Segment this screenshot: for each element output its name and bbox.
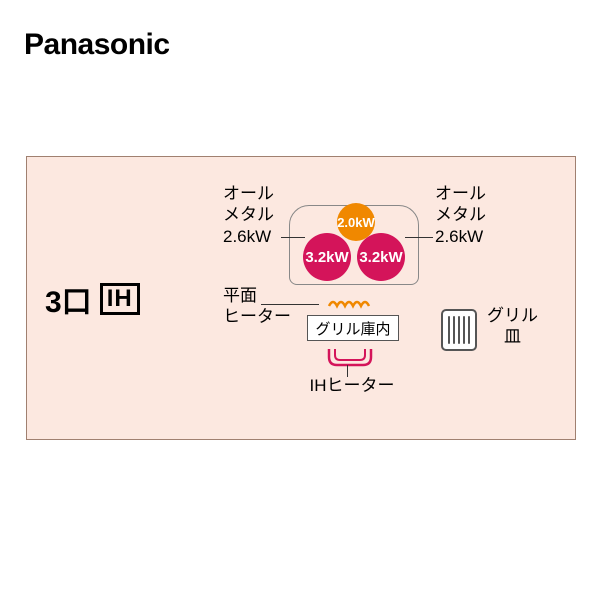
label-line: オール: [223, 183, 274, 204]
leader-left: [281, 237, 305, 238]
burner-right: 3.2kW: [357, 233, 405, 281]
label-line: 皿: [487, 326, 538, 347]
grill-inside-box: グリル庫内: [307, 315, 399, 341]
leader-ih: [347, 365, 348, 377]
label-ih-heater: IHヒーター: [307, 375, 397, 396]
title-prefix: 3口: [45, 277, 92, 321]
label-line: 2.6kW: [435, 226, 486, 247]
brand-logo: Panasonic: [24, 28, 170, 62]
label-line: メタル: [223, 204, 274, 225]
label-line: ヒーター: [223, 306, 291, 327]
label-left-metal: オール メタル 2.6kW: [223, 183, 274, 247]
grill-pan-icon: [441, 309, 477, 351]
leader-right: [405, 237, 433, 238]
burner-left: 3.2kW: [303, 233, 351, 281]
label-right-metal: オール メタル 2.6kW: [435, 183, 486, 247]
label-line: メタル: [435, 204, 486, 225]
ih-heater-icon: [325, 347, 375, 369]
title-block: 3口 IH: [45, 277, 140, 321]
title-ih-box: IH: [100, 283, 140, 315]
leader-flat: [261, 304, 319, 305]
label-line: 2.6kW: [223, 226, 274, 247]
label-line: グリル: [487, 305, 538, 326]
label-line: オール: [435, 183, 486, 204]
label-flat-heater: 平面 ヒーター: [223, 285, 291, 328]
flat-heater-icon: [327, 296, 371, 310]
spec-panel: 3口 IH 2.0kW 3.2kW 3.2kW オール メタル 2.6kW オー…: [26, 156, 576, 440]
label-grill-pan: グリル 皿: [487, 305, 538, 348]
